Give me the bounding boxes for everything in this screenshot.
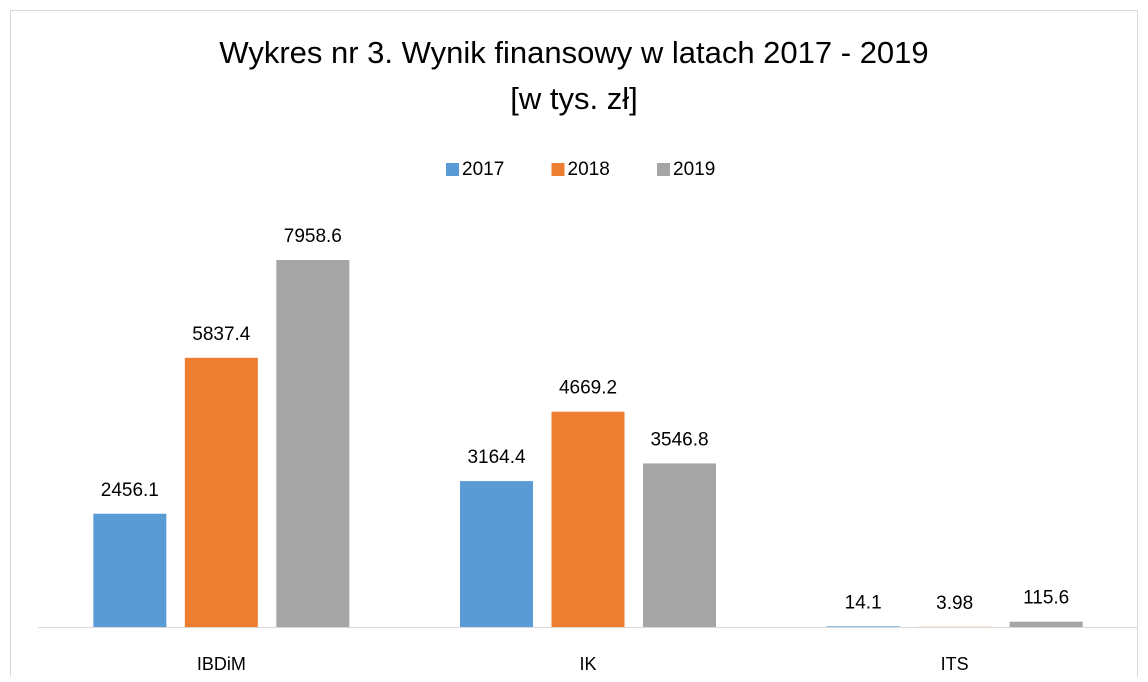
data-label: 3546.8: [650, 429, 708, 450]
chart-subtitle: [w tys. zł]: [510, 81, 637, 116]
bar: [1010, 622, 1083, 627]
legend-swatch: [657, 163, 670, 176]
legend-swatch: [552, 163, 565, 176]
data-label: 14.1: [845, 592, 882, 613]
bar: [643, 463, 716, 627]
data-label: 7958.6: [284, 226, 342, 247]
legend-label: 2019: [673, 159, 715, 180]
bar: [93, 514, 166, 627]
bar: [552, 412, 625, 627]
bar: [276, 260, 349, 627]
data-label: 5837.4: [192, 324, 251, 345]
legend-label: 2018: [568, 159, 610, 180]
legend-label: 2017: [462, 159, 504, 180]
bar: [827, 626, 900, 627]
data-label: 2456.1: [101, 480, 159, 501]
x-tick-label: ITS: [941, 654, 969, 674]
x-tick-label: IBDiM: [197, 654, 246, 674]
legend-swatch: [446, 163, 459, 176]
x-tick-label: IK: [579, 654, 596, 674]
data-label: 3.98: [936, 593, 973, 614]
data-label: 115.6: [1023, 588, 1069, 609]
chart-title: Wykres nr 3. Wynik finansowy w latach 20…: [219, 35, 928, 70]
bar: [185, 358, 258, 627]
data-label: 3164.4: [467, 447, 526, 468]
bar: [460, 481, 533, 627]
data-label: 4669.2: [559, 378, 617, 399]
